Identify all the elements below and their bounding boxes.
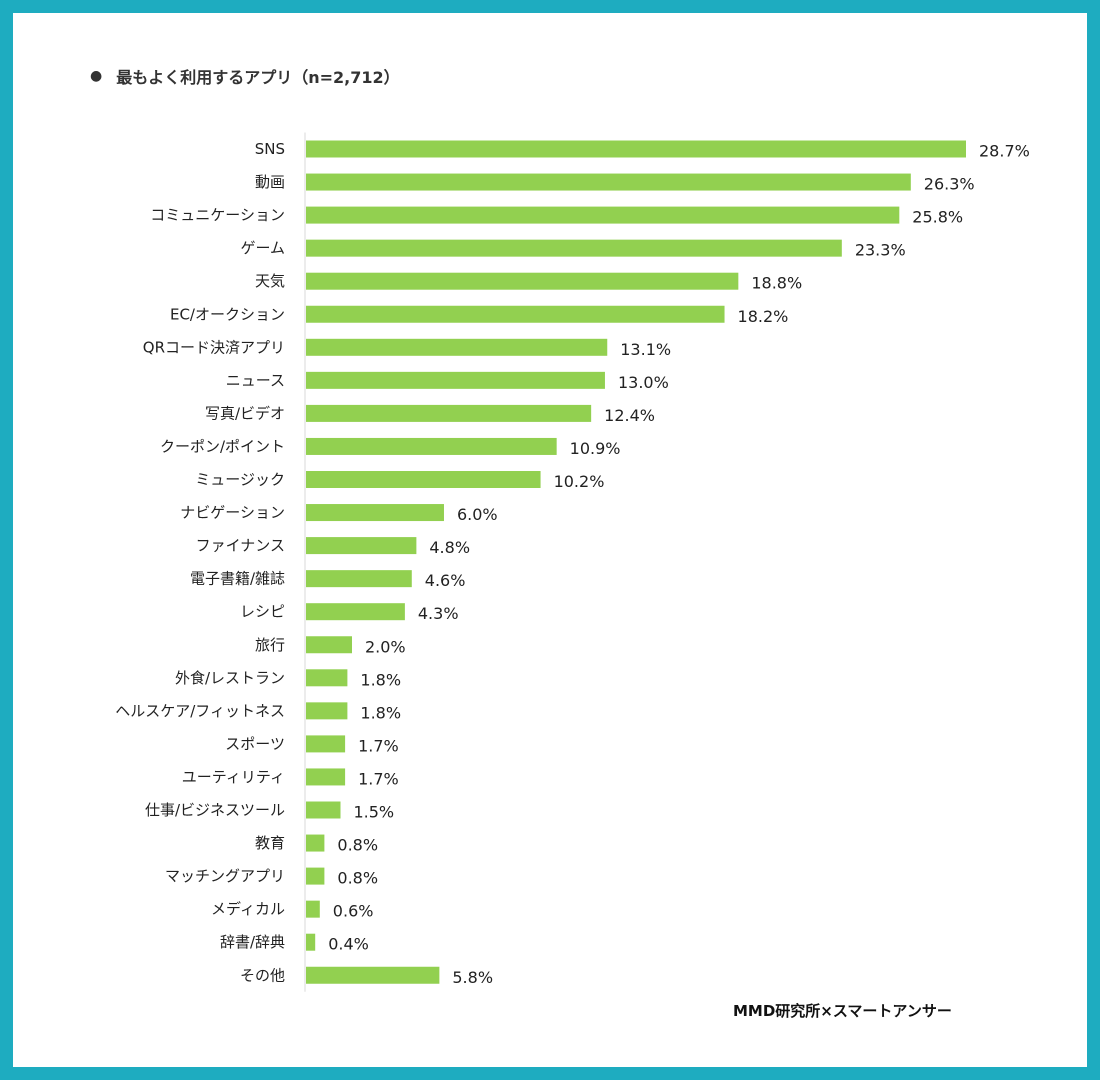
category-label: ニュース (226, 371, 285, 389)
category-label: レシピ (240, 603, 285, 621)
category-label: ミュージック (195, 471, 285, 489)
bar (306, 140, 966, 158)
bullet-icon: ● (90, 68, 103, 84)
value-label: 10.2% (554, 472, 605, 491)
bar (306, 933, 316, 951)
value-label: 1.8% (360, 670, 401, 689)
category-label: マッチングアプリ (165, 867, 285, 885)
bar (306, 867, 325, 885)
category-label: ナビゲーション (180, 504, 285, 522)
value-label: 6.0% (457, 505, 498, 524)
bar (306, 338, 608, 356)
value-label: 4.8% (429, 538, 470, 557)
category-label: 動画 (255, 173, 285, 191)
bar (306, 966, 440, 984)
bar (306, 537, 417, 555)
bar (306, 603, 405, 621)
chart-title-row: ● 最もよく利用するアプリ（n=2,712） (90, 63, 400, 89)
value-label: 23.3% (855, 241, 906, 260)
bar (306, 173, 911, 191)
value-label: 25.8% (912, 208, 963, 227)
value-label: 0.6% (333, 902, 374, 921)
value-label: 12.4% (604, 406, 655, 425)
value-label: 0.4% (328, 935, 369, 954)
category-label: 仕事/ビジネスツール (145, 801, 285, 819)
chart-title: 最もよく利用するアプリ（n=2,712） (116, 68, 400, 87)
value-label: 13.0% (618, 373, 669, 392)
category-label: SNS (255, 140, 285, 158)
bar (306, 900, 320, 918)
category-label: 天気 (255, 272, 285, 290)
bar (306, 504, 444, 522)
category-label: スポーツ (225, 735, 285, 753)
category-label: ファイナンス (196, 537, 285, 555)
category-label: 電子書籍/雑誌 (190, 570, 285, 588)
bar (306, 471, 541, 488)
value-label: 0.8% (337, 869, 378, 888)
category-label: 教育 (255, 834, 285, 852)
bar (306, 702, 348, 720)
bar (306, 768, 346, 786)
value-label: 5.8% (452, 968, 493, 987)
category-label: メディカル (211, 900, 285, 918)
bar (306, 272, 739, 290)
category-label: 辞書/辞典 (220, 933, 285, 951)
value-label: 18.2% (738, 307, 789, 326)
category-label: ヘルスケア/フィットネス (115, 702, 285, 720)
bar (306, 570, 412, 588)
value-label: 0.8% (337, 836, 378, 855)
source-credit: MMD研究所×スマートアンサー (733, 1002, 952, 1020)
category-label: ユーティリティ (182, 768, 285, 786)
category-label: QRコード決済アプリ (143, 338, 285, 356)
value-label: 1.7% (358, 736, 399, 755)
value-label: 2.0% (365, 637, 406, 656)
bar (306, 801, 341, 819)
value-label: 13.1% (620, 340, 671, 359)
category-label: クーポン/ポイント (160, 437, 285, 455)
bar (306, 834, 325, 852)
value-label: 4.3% (418, 604, 459, 623)
bar (306, 371, 605, 389)
category-label: 旅行 (255, 636, 285, 654)
category-label: EC/オークション (170, 305, 285, 323)
bar (306, 239, 842, 257)
bar (306, 404, 592, 422)
value-label: 28.7% (979, 142, 1030, 161)
category-label: コミュニケーション (150, 206, 285, 224)
value-label: 4.6% (425, 571, 466, 590)
value-label: 26.3% (924, 175, 975, 194)
bar (306, 206, 900, 224)
value-label: 1.5% (353, 803, 394, 822)
bar (306, 735, 346, 753)
bar (306, 305, 725, 323)
category-label: ゲーム (240, 239, 285, 257)
value-label: 1.8% (360, 703, 401, 722)
category-label: 外食/レストラン (175, 669, 285, 687)
bar (306, 636, 352, 654)
value-label: 1.7% (358, 769, 399, 788)
category-label: その他 (240, 966, 285, 984)
bar (306, 669, 348, 687)
value-label: 10.9% (570, 439, 621, 458)
value-label: 18.8% (751, 274, 802, 293)
bar (306, 437, 557, 455)
category-label: 写真/ビデオ (205, 404, 285, 422)
